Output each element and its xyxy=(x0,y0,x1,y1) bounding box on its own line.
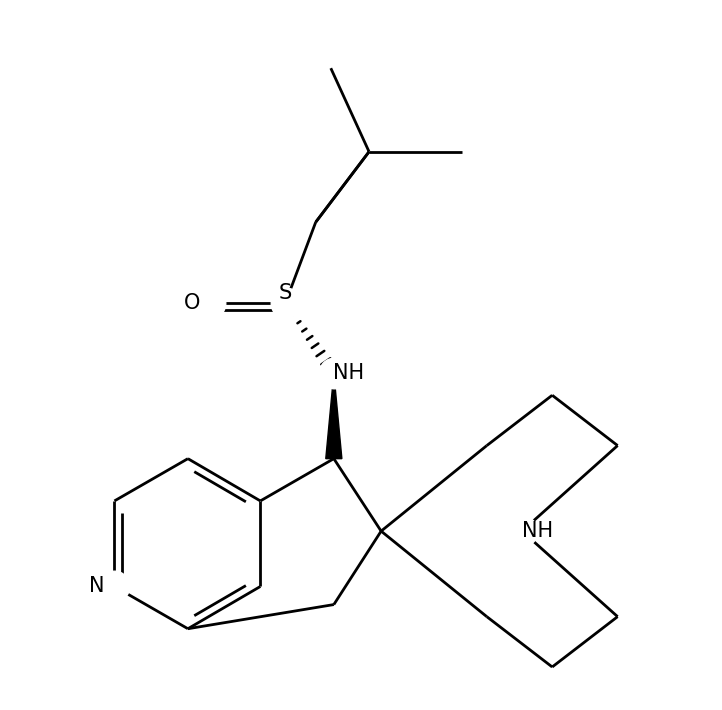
Text: NH: NH xyxy=(521,521,552,541)
Text: S: S xyxy=(279,283,292,302)
Text: O: O xyxy=(183,293,200,312)
Text: NH: NH xyxy=(334,363,365,383)
Text: N: N xyxy=(89,577,104,596)
Polygon shape xyxy=(326,373,342,459)
